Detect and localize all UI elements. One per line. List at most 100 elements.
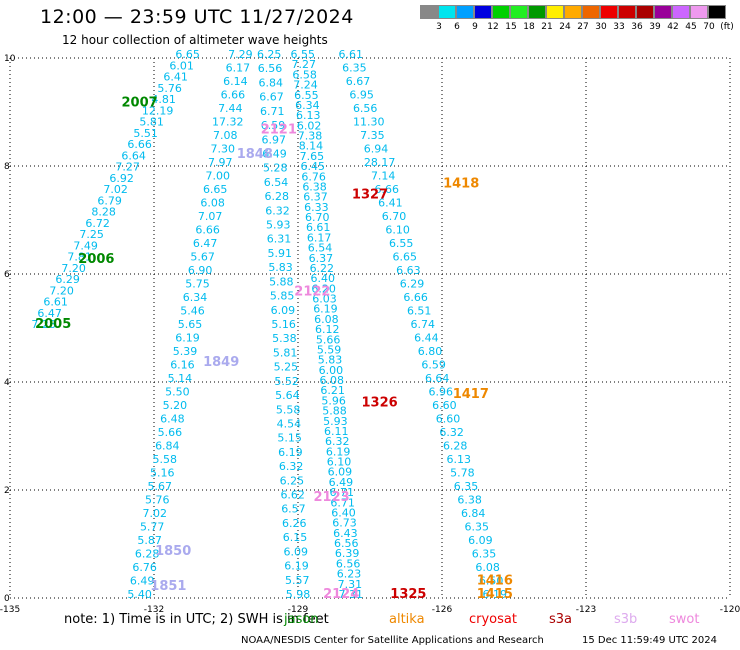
color-scale-label: 45 xyxy=(685,22,697,32)
wave-height-value: 6.32 xyxy=(279,460,304,473)
satellite-label-s3b: s3b xyxy=(614,612,638,627)
wave-height-value: 6.72 xyxy=(85,217,110,230)
color-swatch xyxy=(456,5,474,19)
wave-height-value: 6.17 xyxy=(226,62,251,75)
wave-height-value: 6.25 xyxy=(257,48,282,61)
wave-height-value: 6.79 xyxy=(97,194,122,207)
wave-height-value: 6.66 xyxy=(375,183,400,196)
wave-height-value: 6.28 xyxy=(265,190,290,203)
wave-height-value: 7.20 xyxy=(61,262,86,275)
wave-height-value: 6.08 xyxy=(200,197,225,210)
wave-height-value: 6.57 xyxy=(281,503,306,516)
wave-height-value: 28.17 xyxy=(364,156,396,169)
wave-height-value: 17.32 xyxy=(212,116,244,129)
wave-height-value: 6.49 xyxy=(130,575,155,588)
wave-height-value: 6.19 xyxy=(175,332,200,345)
wave-height-value: 6.34 xyxy=(295,99,320,112)
wave-height-value: 6.13 xyxy=(447,453,472,466)
wave-height-value: 6.67 xyxy=(346,75,371,88)
wave-height-value: 5.87 xyxy=(137,534,162,547)
footer-credit: NOAA/NESDIS Center for Satellite Applica… xyxy=(241,635,544,646)
wave-height-value: 5.39 xyxy=(173,345,198,358)
color-scale-label: 6 xyxy=(454,22,460,32)
y-tick-label: 0 xyxy=(4,594,10,604)
wave-height-value: 6.66 xyxy=(127,138,152,151)
x-tick-label: -120 xyxy=(720,605,740,615)
wave-height-value: 8.28 xyxy=(91,206,116,219)
wave-height-value: 6.51 xyxy=(407,305,432,318)
color-swatch xyxy=(564,5,582,19)
wave-height-value: 6.84 xyxy=(155,440,180,453)
wave-height-value: 5.38 xyxy=(272,332,297,345)
wave-height-value: 5.40 xyxy=(127,588,152,601)
wave-height-value: 5.65 xyxy=(178,318,203,331)
wave-height-value: 6.47 xyxy=(193,237,218,250)
x-tick-label: -135 xyxy=(0,605,20,615)
wave-height-value: 6.11 xyxy=(324,425,349,438)
x-tick-label: -126 xyxy=(432,605,453,615)
wave-height-value: 6.08 xyxy=(320,374,345,387)
wave-height-value: 7.27 xyxy=(291,58,316,71)
wave-height-value: 6.66 xyxy=(221,89,246,102)
color-swatch xyxy=(492,5,510,19)
track-number-label: 1848 xyxy=(237,147,273,162)
track-number-label: 1851 xyxy=(150,579,186,594)
color-scale-label: 33 xyxy=(613,22,625,32)
wave-height-value: 6.37 xyxy=(309,252,334,265)
wave-height-value: 6.40 xyxy=(331,506,356,519)
wave-height-value: 6.90 xyxy=(188,264,213,277)
wave-height-value: 6.74 xyxy=(411,318,436,331)
wave-height-value: 6.49 xyxy=(262,147,287,160)
color-swatch xyxy=(600,5,618,19)
wave-height-value: 12.19 xyxy=(142,104,174,117)
wave-height-value: 5.64 xyxy=(275,389,300,402)
color-scale-label: 12 xyxy=(487,22,499,32)
x-tick-label: -129 xyxy=(288,605,309,615)
wave-height-value: 6.26 xyxy=(282,517,307,530)
wave-height-value: 7.97 xyxy=(208,156,233,169)
wave-height-value: 5.15 xyxy=(277,432,302,445)
wave-height-value: 6.63 xyxy=(396,264,421,277)
color-swatch xyxy=(546,5,564,19)
wave-height-value: 6.35 xyxy=(472,548,497,561)
wave-height-value: 6.22 xyxy=(310,262,335,275)
color-scale-label: 15 xyxy=(505,22,517,32)
wave-height-value: 6.55 xyxy=(294,89,319,102)
color-scale-label: 9 xyxy=(472,22,478,32)
track-number-label: 1850 xyxy=(155,544,191,559)
color-scale-label: 30 xyxy=(595,22,607,32)
wave-height-value: 6.32 xyxy=(325,435,350,448)
wave-height-value: 5.16 xyxy=(271,318,296,331)
wave-height-value: 5.14 xyxy=(168,372,193,385)
wave-height-value: 7.29 xyxy=(228,48,253,61)
wave-height-value: 5.66 xyxy=(316,333,341,346)
wave-height-value: 5.93 xyxy=(266,219,291,232)
wave-height-value: 6.28 xyxy=(135,548,160,561)
wave-height-value: 6.44 xyxy=(414,332,439,345)
satellite-label-altika: altika xyxy=(389,612,425,627)
wave-height-value: 6.12 xyxy=(315,323,340,336)
wave-height-value: 5.88 xyxy=(322,405,347,418)
wave-height-value: 11.30 xyxy=(353,116,385,129)
wave-height-value: 5.76 xyxy=(157,82,182,95)
wave-height-value: 4.54 xyxy=(277,417,302,430)
wave-height-value: 6.43 xyxy=(333,527,358,540)
wave-height-value: 7.44 xyxy=(218,102,243,115)
wave-height-value: 6.17 xyxy=(307,231,332,244)
satellite-label-s3a: s3a xyxy=(549,612,573,627)
wave-height-value: 5.77 xyxy=(140,521,165,534)
wave-height-value: 5.52 xyxy=(274,375,299,388)
track-number-label: 1327 xyxy=(352,187,388,202)
wave-height-value: 6.71 xyxy=(329,486,354,499)
wave-height-value: 5.58 xyxy=(153,453,178,466)
wave-height-value: 6.48 xyxy=(160,413,185,426)
wave-height-value: 6.64 xyxy=(121,149,146,162)
wave-height-value: 7.28 xyxy=(31,318,56,331)
wave-height-value: 5.93 xyxy=(323,415,348,428)
wave-height-value: 6.64 xyxy=(425,372,450,385)
wave-height-value: 6.40 xyxy=(310,272,335,285)
satellite-label-cryosat: cryosat xyxy=(469,612,517,627)
wave-height-value: 6.49 xyxy=(329,476,354,489)
color-swatch xyxy=(420,5,438,19)
wave-height-value: 6.03 xyxy=(312,293,337,306)
